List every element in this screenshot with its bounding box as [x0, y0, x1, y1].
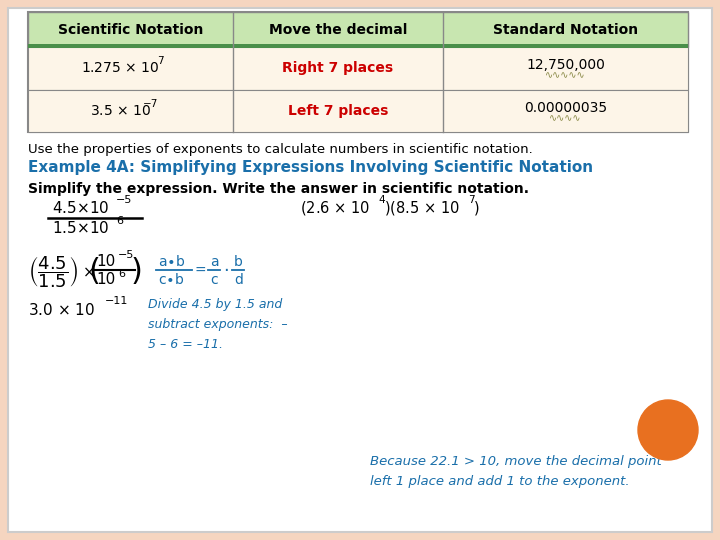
Text: 4: 4 [378, 195, 384, 205]
Text: Use the properties of exponents to calculate numbers in scientific notation.: Use the properties of exponents to calcu… [28, 143, 533, 156]
Text: =: = [195, 264, 207, 278]
Text: −7: −7 [143, 99, 158, 109]
Text: 3.5 $\times$ 10: 3.5 $\times$ 10 [90, 104, 151, 118]
Text: Left 7 places: Left 7 places [288, 104, 388, 118]
Bar [28, 12, 688, 132]
Text: 7: 7 [468, 195, 474, 205]
Text: 3.0 $\times$ 10: 3.0 $\times$ 10 [28, 302, 95, 318]
Text: 6: 6 [118, 269, 125, 279]
Text: a: a [210, 255, 219, 269]
Bar [28, 44, 688, 48]
Text: 0.00000035: 0.00000035 [524, 101, 607, 115]
Text: ∿∿∿∿: ∿∿∿∿ [549, 113, 582, 123]
Text: ·: · [223, 262, 229, 280]
Text: 10: 10 [96, 254, 115, 269]
Text: 6: 6 [116, 216, 123, 226]
Circle shape [638, 400, 698, 460]
Text: 1.5$\times$10: 1.5$\times$10 [52, 220, 109, 236]
Text: d: d [234, 273, 243, 287]
Text: (: ( [88, 256, 100, 286]
Text: Right 7 places: Right 7 places [282, 61, 394, 75]
Bar [28, 12, 688, 47]
Text: ): ) [474, 200, 480, 215]
Text: )(8.5 $\times$ 10: )(8.5 $\times$ 10 [384, 199, 460, 217]
Text: 12,750,000: 12,750,000 [526, 58, 605, 72]
Text: Because 22.1 > 10, move the decimal point
left 1 place and add 1 to the exponent: Because 22.1 > 10, move the decimal poin… [370, 455, 662, 488]
Text: 1.275 $\times$ 10: 1.275 $\times$ 10 [81, 61, 160, 75]
Text: ): ) [131, 256, 143, 286]
Text: −5: −5 [118, 250, 135, 260]
Text: Divide 4.5 by 1.5 and
subtract exponents:  –
5 – 6 = –11.: Divide 4.5 by 1.5 and subtract exponents… [148, 298, 287, 351]
Text: −11: −11 [105, 296, 128, 306]
Bar [28, 90, 688, 132]
Text: a$\bullet$b: a$\bullet$b [158, 254, 185, 269]
Text: b: b [234, 255, 243, 269]
Text: Simplify the expression. Write the answer in scientific notation.: Simplify the expression. Write the answe… [28, 182, 529, 196]
Text: c: c [210, 273, 217, 287]
Text: (2.6 $\times$ 10: (2.6 $\times$ 10 [300, 199, 370, 217]
Text: c$\bullet$b: c$\bullet$b [158, 273, 184, 287]
Text: $\times$: $\times$ [82, 265, 95, 280]
Text: Scientific Notation: Scientific Notation [58, 23, 203, 37]
Text: ∿∿∿∿∿: ∿∿∿∿∿ [545, 70, 586, 80]
Text: 7: 7 [157, 56, 164, 66]
Text: −5: −5 [116, 195, 132, 205]
Text: Example 4A: Simplifying Expressions Involving Scientific Notation: Example 4A: Simplifying Expressions Invo… [28, 160, 593, 175]
Text: Standard Notation: Standard Notation [493, 23, 638, 37]
Text: $\left(\dfrac{4.5}{1.5}\right)$: $\left(\dfrac{4.5}{1.5}\right)$ [28, 254, 78, 290]
Text: Move the decimal: Move the decimal [269, 23, 408, 37]
Text: 10: 10 [96, 273, 115, 287]
Bar [28, 47, 688, 90]
Text: 4.5$\times$10: 4.5$\times$10 [52, 200, 109, 216]
